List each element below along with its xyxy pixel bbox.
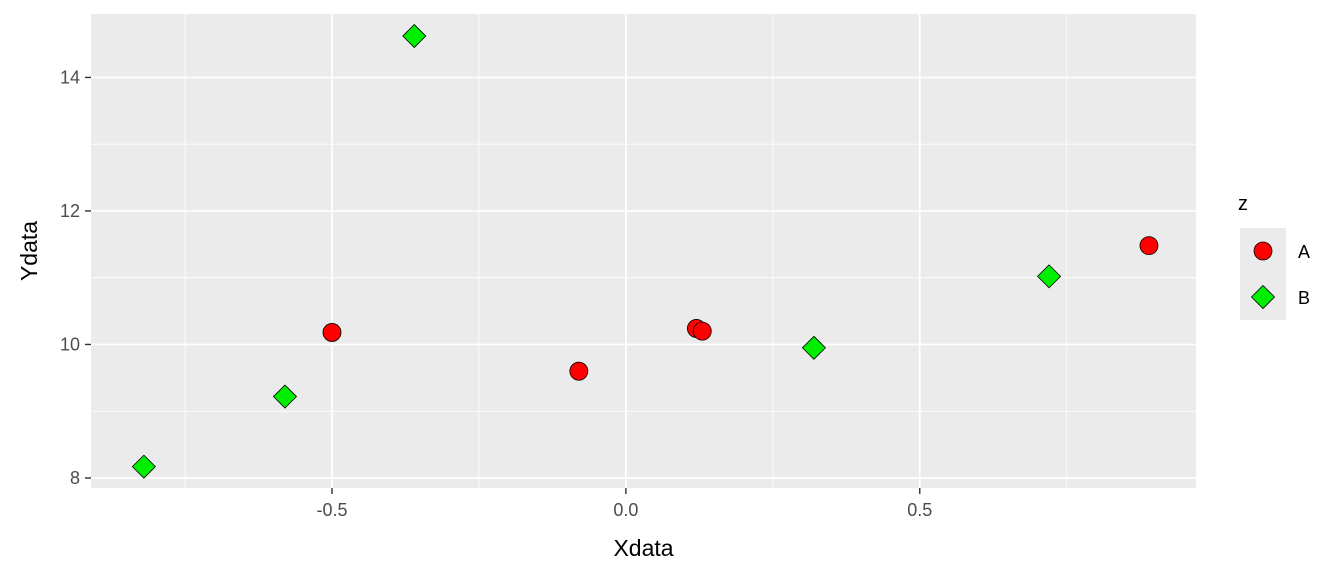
- plot-panel: [91, 14, 1196, 488]
- data-point-b: [1036, 264, 1062, 289]
- legend-title: z: [1238, 193, 1248, 215]
- y-tick-label: 12: [60, 201, 80, 221]
- panel-background: [91, 14, 1196, 488]
- data-points: [131, 23, 1159, 479]
- x-axis-title: Xdata: [613, 535, 673, 561]
- legend-label: B: [1298, 288, 1310, 308]
- axes: -0.5 0.0 0.5 8 10 12 14 Xdata Ydata: [16, 67, 932, 561]
- y-tick-label: 10: [60, 334, 80, 354]
- data-point-a: [569, 361, 589, 381]
- legend-label: A: [1298, 242, 1310, 262]
- x-tick-label: -0.5: [316, 500, 347, 520]
- data-point-a: [692, 321, 712, 341]
- y-tick-label: 14: [60, 67, 80, 87]
- data-point-b: [131, 454, 156, 479]
- data-point-b: [402, 23, 427, 49]
- y-axis-title: Ydata: [16, 221, 42, 281]
- legend-marker-b: [1250, 284, 1276, 310]
- x-tick-label: 0.0: [613, 500, 638, 520]
- x-tick-label: 0.5: [907, 500, 932, 520]
- data-point-b: [801, 335, 827, 360]
- legend-marker-a: [1253, 241, 1273, 261]
- data-point-a: [1139, 236, 1159, 256]
- legend: z A B: [1238, 193, 1310, 320]
- data-point-b: [272, 384, 298, 409]
- data-point-a: [322, 323, 342, 342]
- y-tick-label: 8: [70, 468, 80, 488]
